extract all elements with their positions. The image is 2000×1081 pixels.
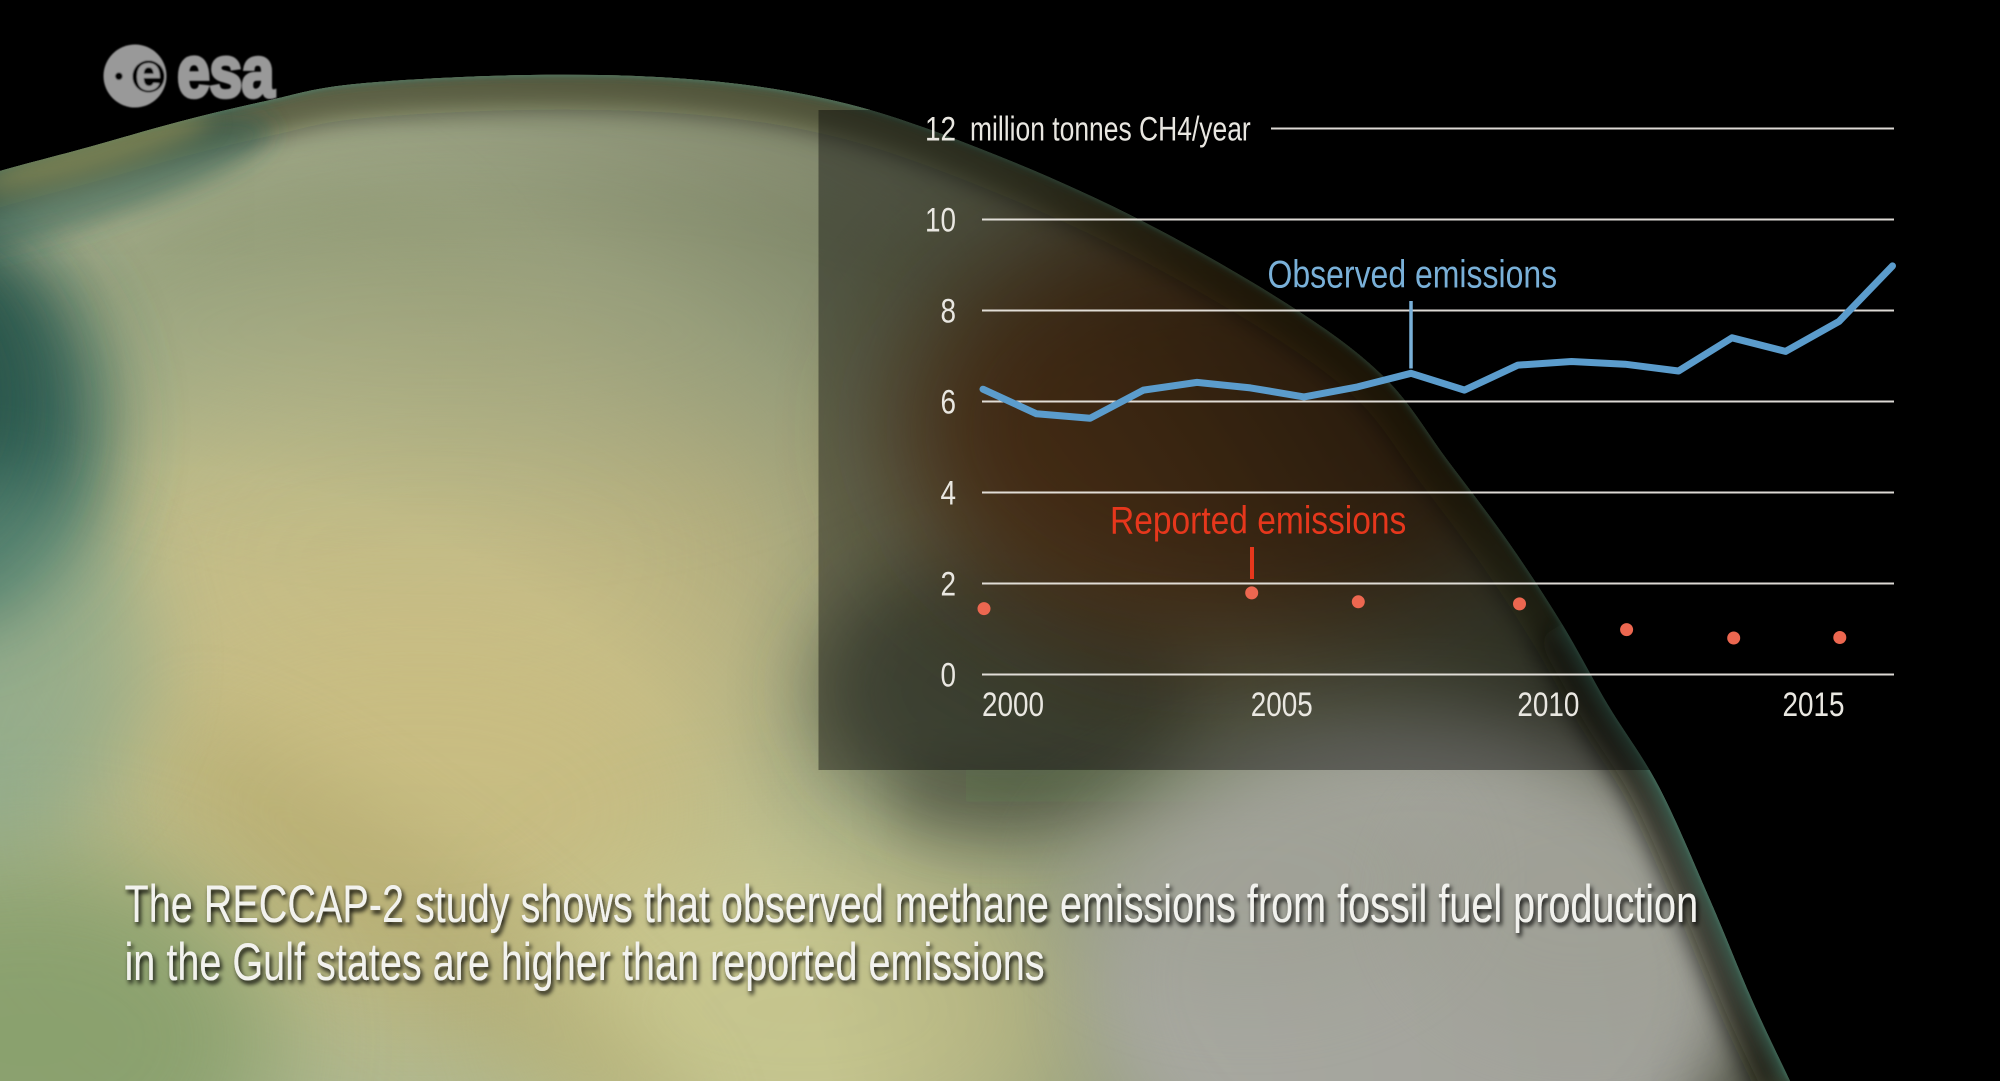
svg-text:0: 0	[940, 656, 956, 694]
svg-text:in the Gulf states are higher: in the Gulf states are higher than repor…	[125, 932, 1045, 991]
svg-text:2000: 2000	[982, 685, 1044, 723]
svg-text:The RECCAP-2 study shows that: The RECCAP-2 study shows that observed m…	[125, 874, 1699, 933]
svg-text:e: e	[135, 46, 161, 101]
svg-text:4: 4	[940, 474, 956, 512]
svg-text:2: 2	[940, 565, 956, 603]
svg-text:2005: 2005	[1251, 685, 1313, 723]
svg-text:10: 10	[925, 201, 956, 239]
svg-text:esa: esa	[177, 32, 275, 113]
svg-text:8: 8	[940, 292, 956, 330]
svg-text:Observed emissions: Observed emissions	[1268, 253, 1558, 297]
svg-text:million tonnes CH4/year: million tonnes CH4/year	[970, 111, 1251, 149]
svg-text:2015: 2015	[1783, 685, 1845, 723]
svg-text:12: 12	[925, 110, 956, 148]
svg-text:Reported emissions: Reported emissions	[1110, 498, 1406, 542]
svg-text:2010: 2010	[1517, 685, 1579, 723]
svg-text:6: 6	[940, 383, 956, 421]
